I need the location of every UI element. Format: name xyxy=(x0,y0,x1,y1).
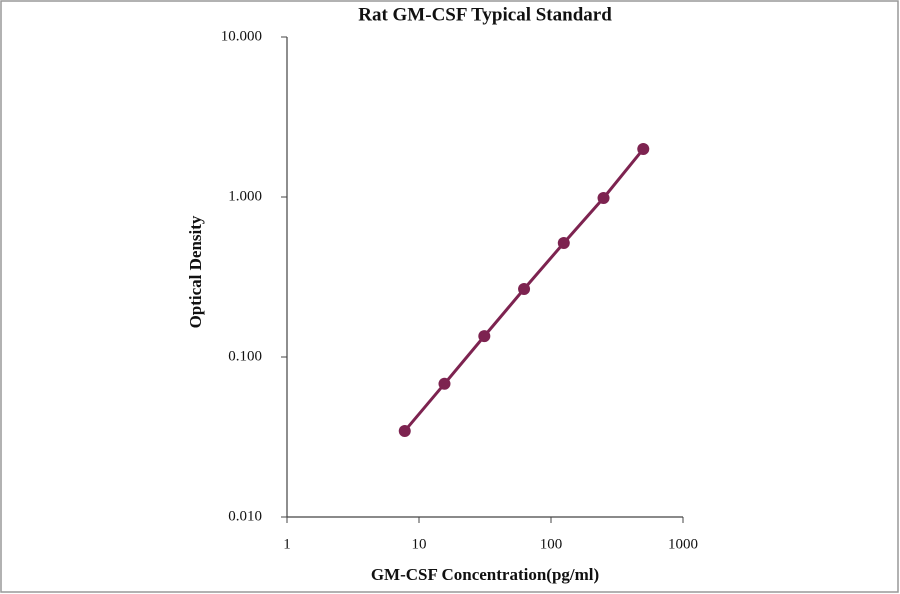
x-tick-label: 1 xyxy=(283,536,291,552)
y-tick-label: 0.010 xyxy=(228,508,262,524)
x-tick-label: 10 xyxy=(412,536,427,552)
x-tick-label: 100 xyxy=(540,536,563,552)
data-point xyxy=(478,330,491,343)
data-point xyxy=(597,191,610,204)
y-tick-label: 0.100 xyxy=(228,348,262,364)
y-tick-label: 10.000 xyxy=(221,28,262,44)
data-point xyxy=(398,424,411,437)
data-point xyxy=(637,143,650,156)
x-tick-label: 1000 xyxy=(668,536,698,552)
chart-title: Rat GM-CSF Typical Standard xyxy=(358,4,612,25)
y-tick-label: 1.000 xyxy=(228,188,262,204)
x-axis-label: GM-CSF Concentration(pg/ml) xyxy=(371,565,599,584)
data-point xyxy=(438,377,451,390)
data-point xyxy=(557,236,570,249)
data-point xyxy=(518,283,531,296)
y-axis-label: Optical Density xyxy=(186,215,205,328)
